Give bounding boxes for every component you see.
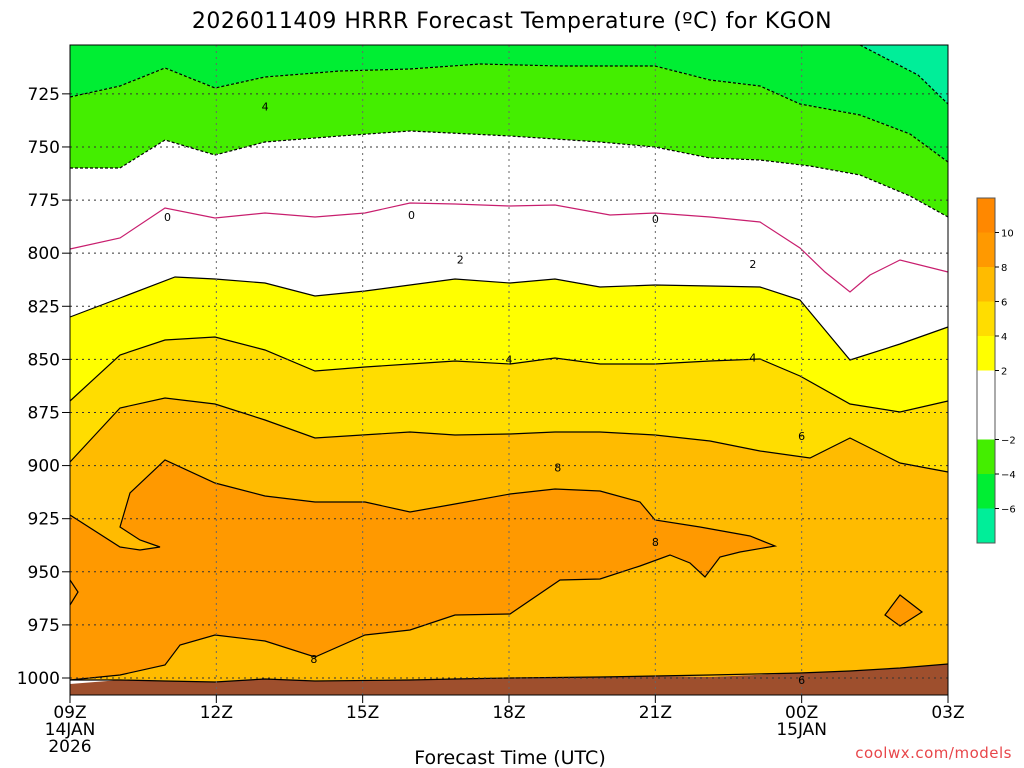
contour-label: 0 xyxy=(408,209,415,222)
colorbar-bin xyxy=(977,301,995,336)
colorbar-bin xyxy=(977,198,995,233)
x-tick-label: 15Z xyxy=(346,703,379,723)
x-tick-label: 18Z xyxy=(492,703,525,723)
contour-6 xyxy=(69,397,949,473)
contour-lines xyxy=(69,44,949,683)
contour-label: 6 xyxy=(798,674,805,687)
colorbar-bin xyxy=(977,474,995,509)
contour-label: 4 xyxy=(262,101,269,114)
contour-8-left xyxy=(69,579,79,606)
x-tick-label: 00Z xyxy=(785,703,818,723)
contour-6-lower xyxy=(70,663,949,683)
y-tick-label: 750 xyxy=(28,138,60,158)
y-axis: 725 750 775 800 825 850 875 900 925 950 975 1000 xyxy=(17,85,70,689)
y-tick-label: 725 xyxy=(28,85,60,105)
ground-terrain xyxy=(70,664,948,695)
band-minus2-to-2 xyxy=(70,131,948,360)
colorbar-bin xyxy=(977,439,995,474)
x-tick-date: 15JAN xyxy=(776,720,827,740)
y-tick-label: 825 xyxy=(28,297,60,317)
band-minus2-to-2-lower-green xyxy=(70,64,948,217)
contour-0 xyxy=(69,202,949,293)
plot-area: 4 0 0 0 2 2 4 4 6 6 8 8 8 xyxy=(69,44,949,696)
contour-label: 0 xyxy=(652,213,659,226)
x-tick-label: 21Z xyxy=(639,703,672,723)
colorbar-tick-label: 6 xyxy=(1001,298,1007,309)
colorbar-tick-label: 10 xyxy=(1001,229,1014,240)
contour-8-right xyxy=(884,594,924,627)
contour-minus6 xyxy=(859,44,949,105)
colorbar-bin xyxy=(977,336,995,371)
x-tick-label: 03Z xyxy=(931,703,964,723)
band-minus6-to-minus4 xyxy=(860,45,948,104)
contour-4 xyxy=(69,336,949,413)
y-tick-label: 1000 xyxy=(17,669,60,689)
colorbar-bin xyxy=(977,508,995,543)
chart-title: 2026011409 HRRR Forecast Temperature (ºC… xyxy=(192,9,832,34)
colorbar-bin xyxy=(977,370,995,440)
y-tick-label: 900 xyxy=(28,457,60,477)
y-tick-label: 950 xyxy=(28,563,60,583)
colorbar: 10 8 6 4 2 −2 −4 −6 xyxy=(976,197,1016,544)
contour-label: 8 xyxy=(554,462,561,475)
x-tick-label: 09Z xyxy=(53,703,86,723)
colorbar-tick-label: 4 xyxy=(1001,332,1007,343)
x-tick-label: 12Z xyxy=(200,703,233,723)
colorbar-tick-label: −4 xyxy=(1001,470,1016,481)
colorbar-tick-label: −6 xyxy=(1001,505,1016,516)
y-tick-label: 800 xyxy=(28,244,60,264)
contour-label: 6 xyxy=(798,430,805,443)
colorbar-bin xyxy=(977,232,995,267)
y-tick-label: 975 xyxy=(28,616,60,636)
contour-label: 0 xyxy=(164,211,171,224)
colorbar-bin xyxy=(977,267,995,302)
band-8-to-10 xyxy=(70,460,775,680)
credit-text[interactable]: coolwx.com/models xyxy=(855,744,1012,762)
band-8-to-10-small xyxy=(70,580,78,605)
contour-minus4 xyxy=(69,63,949,163)
contour-label: 4 xyxy=(506,353,513,366)
contour-labels: 4 0 0 0 2 2 4 4 6 6 8 8 8 xyxy=(164,101,805,688)
y-tick-label: 925 xyxy=(28,510,60,530)
x-tick-year: 2026 xyxy=(48,737,91,757)
colorbar-tick-label: −2 xyxy=(1001,436,1016,447)
contour-label: 4 xyxy=(749,351,756,364)
contour-label: 8 xyxy=(310,653,317,666)
grid-lines xyxy=(70,45,948,695)
x-axis-label: Forecast Time (UTC) xyxy=(414,747,605,768)
x-tick-date: 14JAN xyxy=(45,720,96,740)
contour-2 xyxy=(69,276,949,361)
contour-8-main xyxy=(69,459,778,681)
band-2-to-4 xyxy=(70,277,948,412)
colorbar-tick-label: 8 xyxy=(1001,263,1007,274)
contour-label: 2 xyxy=(749,258,756,271)
band-minus4-to-minus2 xyxy=(70,45,948,162)
y-tick-label: 775 xyxy=(28,191,60,211)
contour-label: 2 xyxy=(457,254,464,267)
contour-label: 8 xyxy=(652,536,659,549)
band-4-to-6 xyxy=(70,337,948,472)
contour-minus2 xyxy=(70,130,949,218)
colorbar-tick-label: 2 xyxy=(1001,367,1007,378)
y-tick-label: 875 xyxy=(28,403,60,423)
y-tick-label: 850 xyxy=(28,350,60,370)
